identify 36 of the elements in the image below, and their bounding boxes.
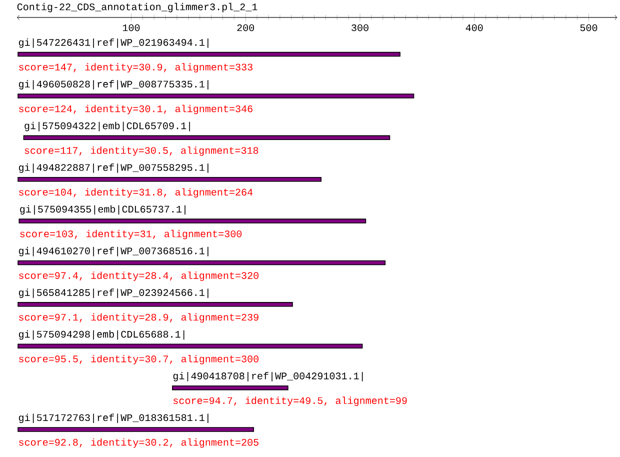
y-tick-label: gi|575094298|emb|CDL65688.1| [18,330,184,340]
annotation: score=92.8, identity=30.2, alignment=205 [19,438,258,448]
bar [18,302,293,308]
annotation: score=117, identity=30.5, alignment=318 [24,146,258,156]
annotation: score=97.4, identity=28.4, alignment=320 [19,272,258,282]
bar [18,218,366,224]
bar [172,386,288,390]
bar [18,427,254,432]
bar [18,94,414,99]
x-tick-label: 300 [352,24,368,32]
x-tick-label: 500 [580,24,598,32]
bar [23,136,390,140]
annotation: score=103, identity=31, alignment=300 [20,230,242,240]
bar [18,52,400,57]
annotation: score=147, identity=30.9, alignment=333 [19,63,252,73]
annotation: score=97.1, identity=28.9, alignment=239 [19,314,258,323]
y-tick-label: gi|575094355|emb|CDL65737.1| [20,205,186,215]
bar [18,260,386,266]
annotation: score=95.5, identity=30.7, alignment=300 [19,355,258,365]
y-tick-label: gi|494822887|ref|WP_007558295.1| [18,164,208,174]
bar [18,177,322,182]
bar [18,344,363,349]
chart-title: Contig-22_CDS_annotation_glimmer3.pl_2_1 [17,3,258,13]
y-tick-label: gi|490418708|ref|WP_004291031.1| [173,372,363,382]
annotation: score=104, identity=31.8, alignment=264 [19,188,253,198]
y-tick-label: gi|547226431|ref|WP_021963494.1| [18,38,208,48]
y-tick-label: gi|575094322|emb|CDL65709.1| [24,122,190,132]
y-tick-label: gi|517172763|ref|WP_018361581.1| [18,414,208,424]
y-tick-label: gi|565841285|ref|WP_023924566.1| [18,288,208,298]
y-tick-label: gi|494610270|ref|WP_007368516.1| [18,247,208,257]
x-tick-label: 400 [466,24,483,32]
x-tick-label: 200 [237,24,254,32]
x-tick-label: 100 [122,24,140,32]
y-tick-label: gi|496050828|ref|WP_008775335.1| [18,80,208,90]
annotation: score=124, identity=30.1, alignment=346 [19,105,252,114]
annotation: score=94.7, identity=49.5, alignment=99 [174,396,407,406]
